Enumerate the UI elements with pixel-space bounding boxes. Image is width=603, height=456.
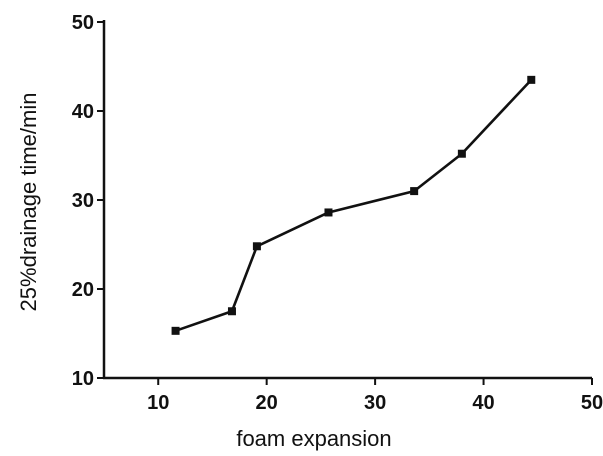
x-axis-ticks: 10 20 30 40 50 (147, 378, 603, 414)
data-point (252, 242, 261, 251)
data-point (171, 326, 180, 335)
data-point (410, 187, 419, 196)
x-axis-label: foam expansion (236, 426, 391, 451)
y-tick-label: 30 (72, 190, 94, 212)
y-tick-label: 40 (72, 101, 94, 123)
y-tick-label: 10 (72, 368, 94, 390)
x-tick-label: 50 (581, 392, 603, 414)
data-point (457, 149, 466, 158)
y-tick-label: 20 (72, 279, 94, 301)
data-point (324, 208, 333, 217)
series-line (175, 78, 533, 333)
data-point (227, 307, 236, 316)
x-tick-label: 20 (256, 392, 278, 414)
x-tick-label: 30 (364, 392, 386, 414)
series-layer (171, 75, 536, 335)
y-tick-label: 50 (72, 12, 94, 34)
x-tick-label: 10 (147, 392, 169, 414)
y-axis-label: 25%drainage time/min (16, 93, 41, 312)
x-tick-label: 40 (472, 392, 494, 414)
data-point (527, 75, 536, 84)
y-axis-ticks: 10 20 30 40 50 (72, 12, 104, 390)
